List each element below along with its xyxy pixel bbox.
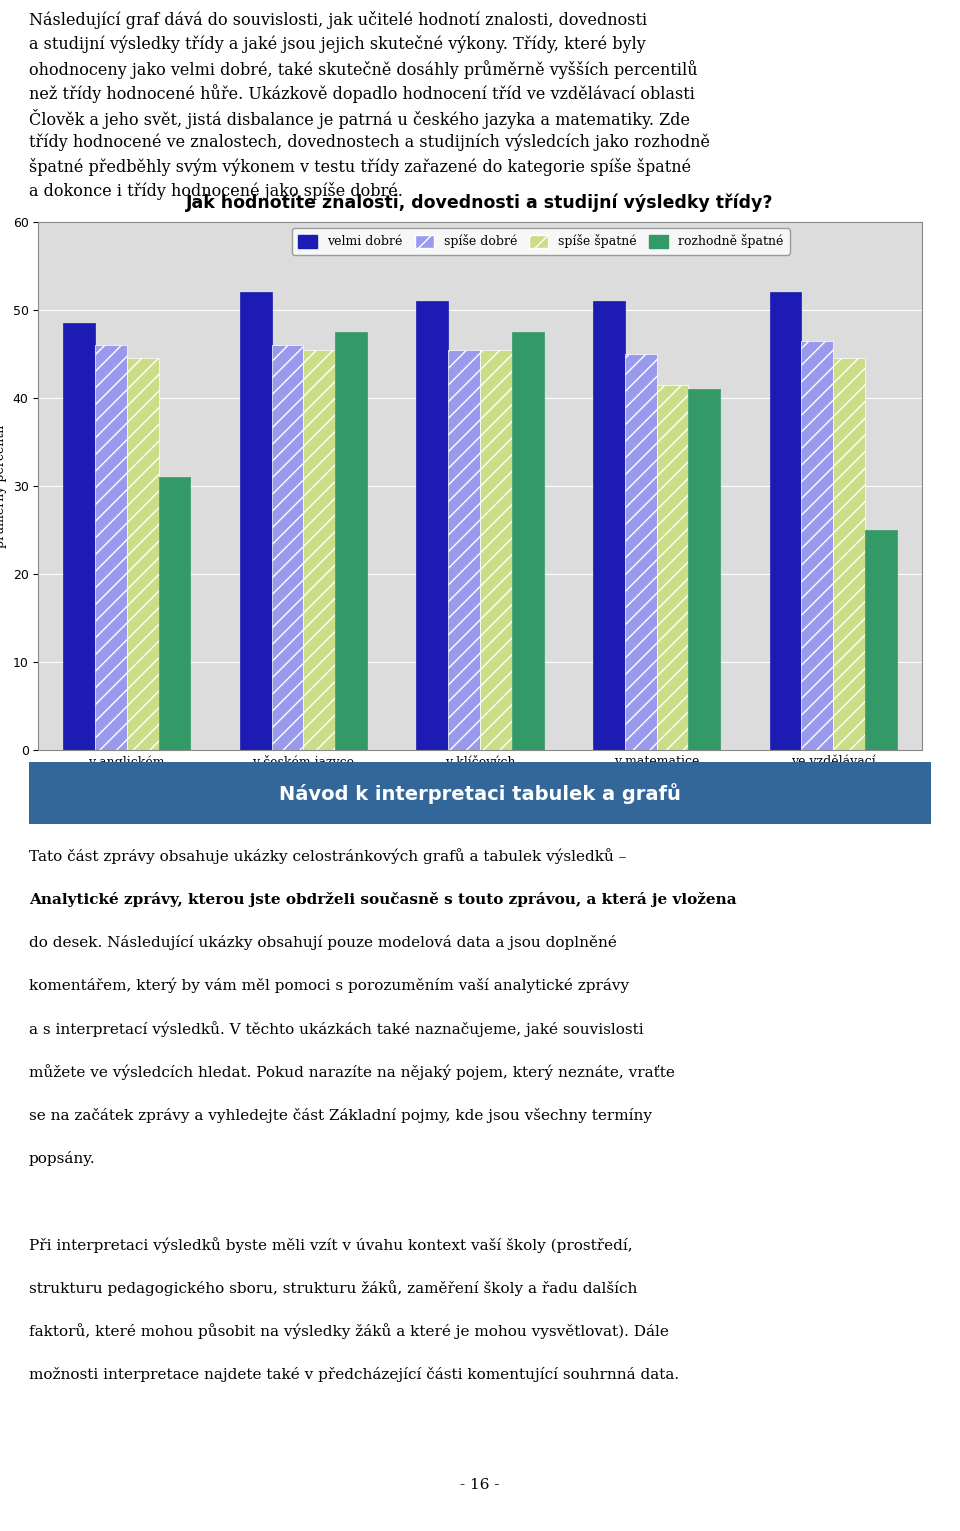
Text: se na začátek zprávy a vyhledejte část Základní pojmy, kde jsou všechny termíny: se na začátek zprávy a vyhledejte část Z… [29,1107,652,1122]
Bar [657,384,688,750]
Text: třídy hodnocené ve znalostech, dovednostech a studijních výsledcích jako rozhodn: třídy hodnocené ve znalostech, dovednost… [29,133,709,150]
Text: komentářem, který by vám měl pomoci s porozuměním vaší analytické zprávy: komentářem, který by vám měl pomoci s po… [29,978,629,994]
FancyBboxPatch shape [29,762,931,824]
Bar [512,332,543,750]
Text: - 16 -: - 16 - [460,1477,500,1493]
Bar [95,346,127,750]
Y-axis label: průměrný percentil: průměrný percentil [0,424,7,548]
Bar [480,349,512,750]
Bar [272,346,303,750]
Text: Člověk a jeho svět, jistá disbalance je patrná u českého jazyka a matematiky. Zd: Člověk a jeho svět, jistá disbalance je … [29,109,690,129]
Bar [625,354,657,750]
Text: Analytické zprávy: Analytické zprávy [29,891,179,906]
Bar [63,323,95,750]
Text: strukturu pedagogického sboru, strukturu žáků, zaměření školy a řadu dalších: strukturu pedagogického sboru, strukturu… [29,1280,637,1295]
Text: Následující graf dává do souvislosti, jak učitelé hodnotí znalosti, dovednosti: Následující graf dává do souvislosti, ja… [29,11,647,29]
Text: a studijní výsledky třídy a jaké jsou jejich skutečné výkony. Třídy, které byly: a studijní výsledky třídy a jaké jsou je… [29,35,645,54]
Text: Návod k interpretaci tabulek a grafů: Návod k interpretaci tabulek a grafů [279,782,681,804]
Text: do desek. Následující ukázky obsahují pouze modelová data a jsou doplněné: do desek. Následující ukázky obsahují po… [29,935,616,949]
Bar [593,302,625,750]
Text: Analytické zprávy, kterou jste obdrželi současně s touto zprávou, a která je vlo: Analytické zprávy, kterou jste obdrželi … [29,891,736,906]
Bar [335,332,367,750]
Text: Při interpretaci výsledků byste měli vzít v úvahu kontext vaší školy (prostředí,: Při interpretaci výsledků byste měli vzí… [29,1237,633,1252]
Bar [802,341,833,750]
Bar [688,389,720,750]
Text: a dokonce i třídy hodnocené jako spíše dobré.: a dokonce i třídy hodnocené jako spíše d… [29,182,402,201]
Text: faktorů, které mohou působit na výsledky žáků a které je mohou vysvětlovat). Dál: faktorů, které mohou působit na výsledky… [29,1323,669,1340]
Text: než třídy hodnocené hůře. Ukázkově dopadlo hodnocení tříd ve vzdělávací oblasti: než třídy hodnocené hůře. Ukázkově dopad… [29,84,695,103]
Bar [240,292,272,750]
Bar [833,358,865,750]
Bar [417,302,448,750]
Text: a s interpretací výsledků. V těchto ukázkách také naznačujeme, jaké souvislosti: a s interpretací výsledků. V těchto ukáz… [29,1021,643,1036]
Title: Jak hodnotíte znalosti, dovednosti a studijní výsledky třídy?: Jak hodnotíte znalosti, dovednosti a stu… [186,193,774,213]
Bar [865,530,897,750]
Text: Tato část zprávy obsahuje ukázky celostránkových grafů a tabulek výsledků –: Tato část zprávy obsahuje ukázky celostr… [29,848,626,863]
Text: ohodnoceny jako velmi dobré, také skutečně dosáhly průměrně vyšších percentilů: ohodnoceny jako velmi dobré, také skuteč… [29,60,697,78]
Bar [158,478,190,750]
Bar [303,349,335,750]
Text: můžete ve výsledcích hledat. Pokud narazíte na nějaký pojem, který neznáte, vrať: můžete ve výsledcích hledat. Pokud naraz… [29,1064,675,1079]
Bar [770,292,802,750]
Bar [127,358,158,750]
Legend: velmi dobré, spíše dobré, spíše špatné, rozhodně špatné: velmi dobré, spíše dobré, spíše špatné, … [292,228,790,254]
Text: popsány.: popsány. [29,1151,95,1167]
Text: možnosti interpretace najdete také v předcházející části komentující souhrnná da: možnosti interpretace najdete také v pře… [29,1367,679,1382]
Text: špatné předběhly svým výkonem v testu třídy zařazené do kategorie spíše špatné: špatné předběhly svým výkonem v testu tř… [29,158,691,176]
Bar [448,349,480,750]
